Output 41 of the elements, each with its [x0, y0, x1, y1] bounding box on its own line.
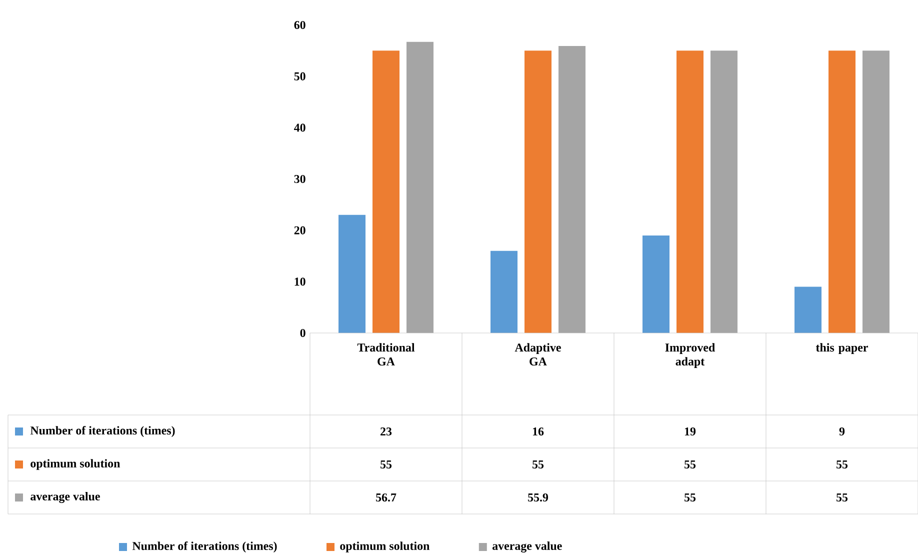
x-tick-label: Adaptive GA — [514, 343, 561, 366]
data-label: 19 — [684, 427, 696, 436]
y-tick-label: 60 — [294, 20, 306, 30]
data-label: 55 — [684, 460, 696, 468]
y-tick-label: 40 — [294, 124, 306, 132]
bar — [558, 46, 586, 333]
legend-label: optimum solution — [340, 542, 430, 552]
bar — [642, 235, 670, 333]
legend-label: Number of iterations (times) — [30, 426, 175, 437]
data-label: 55 — [836, 494, 848, 502]
text: Number of iterations (times) — [132, 542, 277, 552]
bar — [676, 50, 704, 333]
y-tick-label: 10 — [294, 278, 306, 286]
y-tick-label: 20 — [294, 226, 306, 234]
x-tick-label: Improved adapt — [665, 343, 715, 368]
bar — [794, 286, 822, 333]
data-label: 55 — [684, 494, 696, 502]
data-label: 16 — [532, 427, 544, 436]
text: optimum solution — [30, 459, 120, 470]
bar — [710, 50, 738, 333]
text: average value — [30, 492, 100, 503]
bar — [338, 214, 366, 333]
x-tick-label: this paper — [816, 343, 868, 354]
data-label: 23 — [380, 427, 392, 436]
bar — [862, 50, 890, 333]
bar — [406, 42, 434, 333]
y-tick-label: 50 — [294, 72, 306, 80]
data-label: 55 — [532, 460, 544, 468]
bar — [490, 250, 518, 333]
data-label: 55.9 — [528, 493, 548, 502]
x-tick-label: Traditional GA — [357, 343, 415, 366]
bar — [372, 50, 400, 333]
y-tick-label: 30 — [294, 174, 306, 184]
data-label: 55 — [380, 460, 392, 468]
legend-label: average value — [492, 542, 562, 552]
bar — [524, 50, 552, 333]
data-label: 56.7 — [376, 493, 396, 502]
data-label: 55 — [836, 460, 848, 468]
y-tick-label: 0 — [300, 328, 306, 338]
data-label: 9 — [839, 427, 845, 436]
bar — [828, 50, 856, 333]
